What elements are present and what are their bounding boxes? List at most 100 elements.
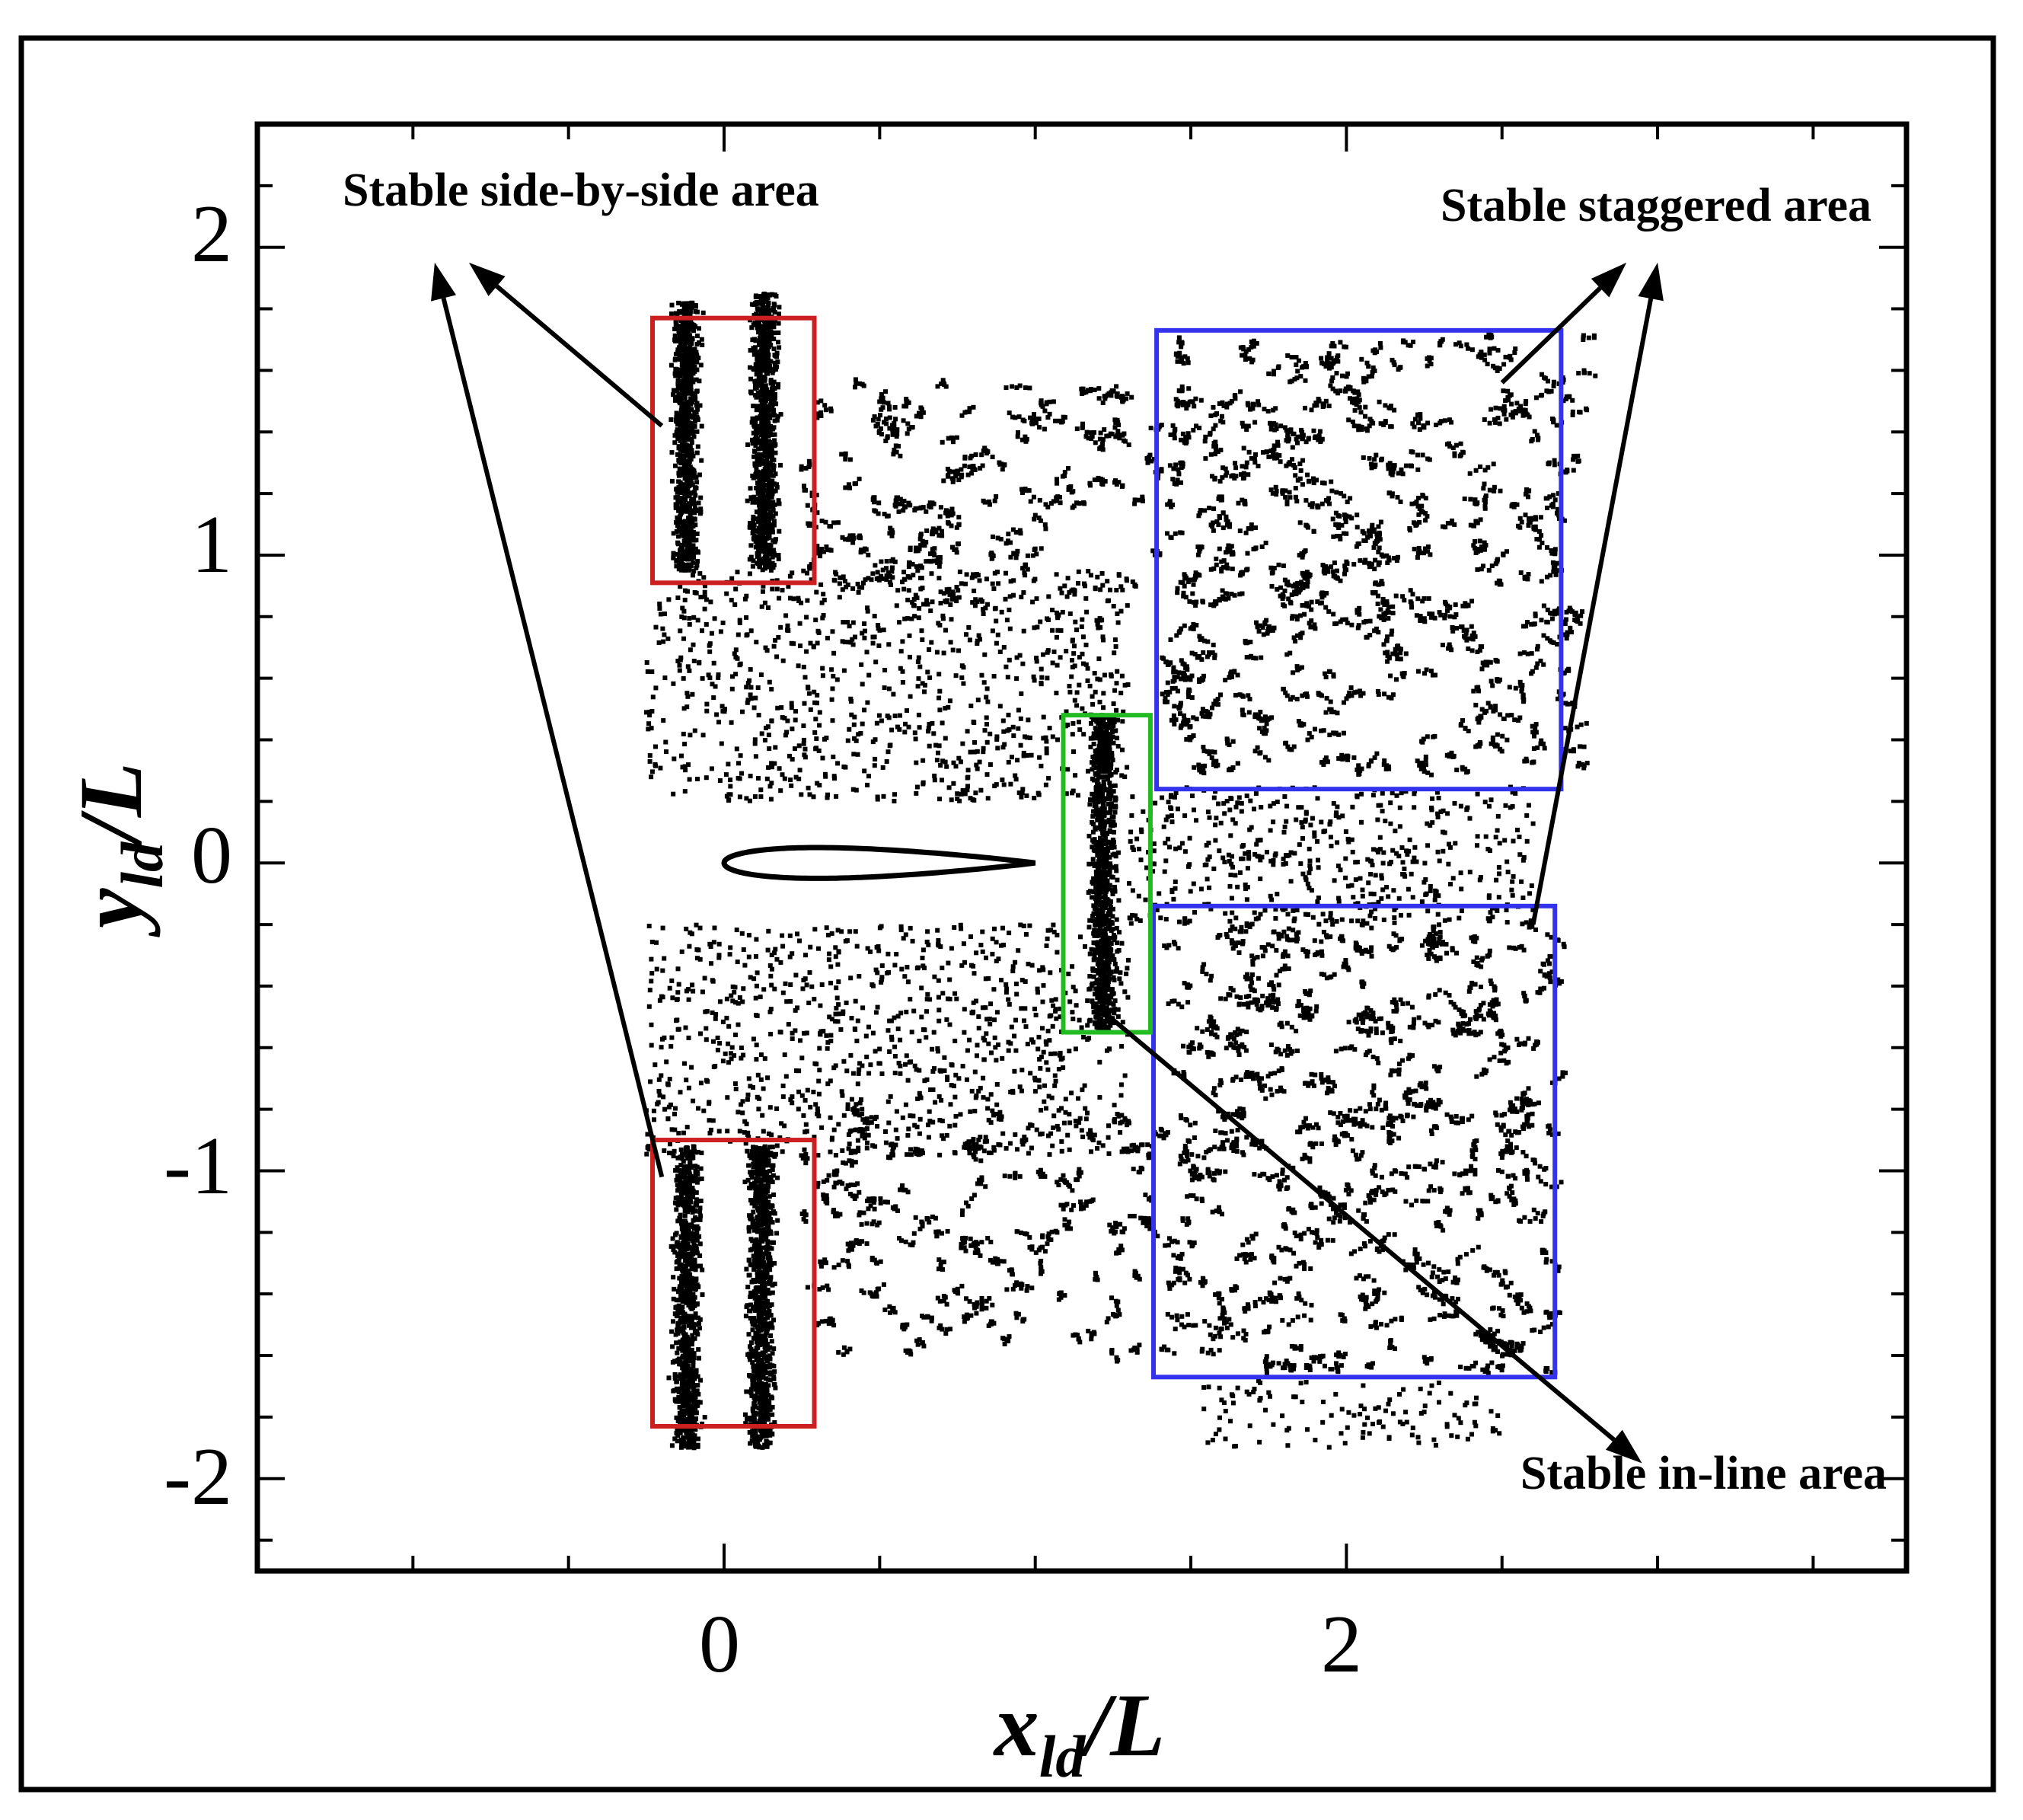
data-point bbox=[762, 566, 767, 571]
data-point bbox=[767, 321, 773, 326]
data-point bbox=[768, 1333, 774, 1338]
data-point bbox=[752, 1375, 758, 1381]
data-point bbox=[681, 1403, 686, 1409]
data-point bbox=[692, 489, 697, 494]
data-point bbox=[748, 1247, 753, 1253]
data-point bbox=[691, 534, 696, 539]
data-point bbox=[690, 400, 694, 405]
data-point bbox=[677, 554, 682, 560]
data-point bbox=[672, 1371, 678, 1377]
data-point bbox=[753, 366, 758, 372]
data-point bbox=[694, 565, 699, 570]
data-point bbox=[1092, 956, 1097, 961]
data-point bbox=[675, 1195, 681, 1200]
data-point bbox=[682, 1289, 687, 1294]
data-point bbox=[760, 1282, 765, 1288]
data-point bbox=[690, 350, 695, 356]
data-point bbox=[764, 1154, 768, 1159]
data-point bbox=[924, 528, 930, 533]
data-point bbox=[1096, 859, 1101, 864]
data-point bbox=[702, 1415, 707, 1420]
data-point bbox=[681, 1388, 687, 1394]
data-point bbox=[773, 442, 778, 447]
data-point bbox=[777, 501, 782, 506]
data-point bbox=[752, 449, 758, 454]
data-point bbox=[684, 1233, 689, 1238]
data-point bbox=[671, 1154, 676, 1159]
data-point bbox=[761, 506, 766, 511]
data-point bbox=[1115, 1014, 1121, 1019]
data-point bbox=[748, 1387, 754, 1392]
data-point bbox=[747, 1225, 752, 1230]
data-point bbox=[1101, 774, 1106, 780]
data-point bbox=[769, 486, 774, 490]
data-point bbox=[761, 1279, 767, 1285]
data-point bbox=[750, 1221, 755, 1226]
data-point bbox=[751, 430, 756, 436]
data-point bbox=[759, 1164, 764, 1170]
data-point bbox=[755, 490, 761, 496]
data-point bbox=[755, 1187, 760, 1193]
data-point bbox=[697, 1355, 701, 1361]
data-point bbox=[758, 433, 764, 438]
data-point bbox=[765, 295, 771, 301]
data-point bbox=[699, 423, 704, 429]
data-point bbox=[765, 551, 771, 556]
data-point bbox=[751, 422, 756, 427]
data-point bbox=[691, 1322, 697, 1327]
data-point bbox=[674, 323, 679, 328]
data-point bbox=[1080, 425, 1085, 430]
data-point bbox=[950, 544, 955, 550]
data-point bbox=[676, 300, 681, 305]
data-point bbox=[755, 472, 761, 477]
data-point bbox=[748, 486, 753, 491]
data-point bbox=[765, 500, 771, 505]
data-point bbox=[700, 342, 705, 347]
data-point bbox=[763, 1316, 768, 1321]
data-point bbox=[763, 446, 768, 452]
data-point bbox=[818, 554, 823, 559]
data-point bbox=[755, 1161, 761, 1167]
data-point bbox=[755, 1333, 760, 1338]
data-point bbox=[758, 1381, 764, 1386]
data-point bbox=[680, 1379, 685, 1384]
data-point bbox=[1147, 452, 1153, 458]
data-point bbox=[751, 322, 756, 327]
data-point bbox=[1114, 966, 1119, 971]
data-point bbox=[679, 388, 684, 394]
data-point bbox=[678, 566, 683, 571]
data-point bbox=[761, 509, 766, 514]
data-point bbox=[1094, 895, 1099, 900]
data-point bbox=[697, 1326, 702, 1331]
data-point bbox=[671, 1247, 676, 1252]
data-point bbox=[1106, 839, 1111, 845]
data-point bbox=[678, 1386, 684, 1391]
data-point bbox=[697, 403, 703, 408]
data-point bbox=[1126, 442, 1131, 448]
data-point bbox=[764, 1170, 770, 1176]
data-point bbox=[750, 1433, 755, 1438]
data-point bbox=[750, 1382, 755, 1387]
data-point bbox=[759, 1292, 764, 1297]
data-point bbox=[762, 429, 767, 435]
data-point bbox=[690, 1380, 695, 1385]
data-point bbox=[746, 1228, 751, 1234]
data-point bbox=[1111, 975, 1116, 980]
data-point bbox=[675, 540, 681, 545]
data-point bbox=[694, 1410, 699, 1416]
data-point bbox=[748, 1181, 754, 1186]
data-point bbox=[764, 1400, 769, 1404]
data-point bbox=[689, 365, 694, 369]
data-point bbox=[763, 387, 768, 392]
data-point bbox=[750, 1322, 755, 1327]
data-point bbox=[678, 433, 684, 438]
data-point bbox=[761, 439, 766, 444]
data-point bbox=[1099, 808, 1105, 813]
data-point bbox=[905, 431, 910, 436]
data-point bbox=[762, 294, 767, 299]
data-point bbox=[681, 401, 686, 406]
data-point bbox=[761, 327, 767, 332]
data-point bbox=[767, 369, 773, 374]
data-point bbox=[697, 1253, 703, 1258]
data-point bbox=[754, 1350, 758, 1355]
